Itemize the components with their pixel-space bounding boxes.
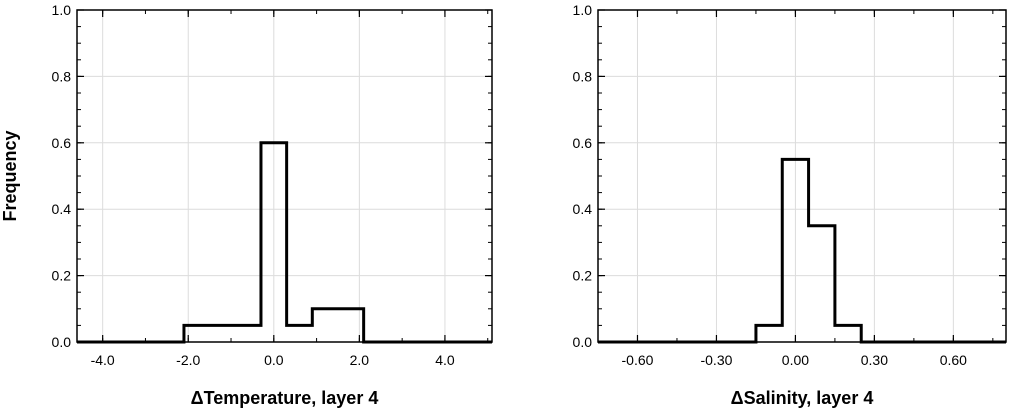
temperature-x-tick-label: 4.0: [435, 352, 455, 368]
temperature-histogram-panel: -4.0 -2.0 0.0 2.0 4.0 0.0 0.2 0.4 0.6 0.8 1.0 ΔTem…: [0, 2, 493, 408]
salinity-frequency-step-line: [598, 157, 1006, 344]
temperature-x-axis-label: ΔTemperature, layer 4: [191, 388, 379, 408]
salinity-y-tick-label: 0.4: [573, 201, 593, 217]
frequency-y-axis-label: Frequency: [0, 130, 20, 221]
temperature-plot-frame: [76, 9, 493, 343]
temperature-y-tick-label: 0.6: [52, 135, 72, 151]
salinity-x-axis-label: ΔSalinity, layer 4: [731, 388, 874, 408]
salinity-x-tick-label: -0.60: [622, 352, 654, 368]
salinity-x-tick-label: -0.30: [700, 352, 732, 368]
salinity-x-tick-label: 0.60: [940, 352, 967, 368]
temperature-y-tick-label: 0.4: [52, 201, 72, 217]
salinity-y-tick-label: 1.0: [573, 2, 593, 18]
salinity-y-tick-label: 0.6: [573, 135, 593, 151]
salinity-x-tick-label: 0.00: [782, 352, 809, 368]
salinity-histogram-panel: -0.60 -0.30 0.00 0.30 0.60 0.0 0.2 0.4 0.6 0.8 1.0…: [573, 2, 1007, 408]
temperature-y-tick-label: 0.2: [52, 268, 72, 284]
salinity-x-tick-label: 0.30: [861, 352, 888, 368]
temperature-x-tick-label: 2.0: [350, 352, 370, 368]
temperature-frequency-step-line: [77, 141, 492, 344]
salinity-plot-frame: [597, 9, 1007, 343]
temperature-x-tick-label: 0.0: [264, 352, 284, 368]
temperature-y-tick-label: 0.8: [52, 68, 72, 84]
temperature-y-tick-label: 0.0: [52, 334, 72, 350]
temperature-x-tick-label: -4.0: [91, 352, 115, 368]
salinity-y-tick-label: 0.2: [573, 268, 593, 284]
salinity-y-tick-label: 0.8: [573, 68, 593, 84]
temperature-x-tick-label: -2.0: [176, 352, 200, 368]
temperature-y-tick-label: 1.0: [52, 2, 72, 18]
salinity-y-tick-label: 0.0: [573, 334, 593, 350]
